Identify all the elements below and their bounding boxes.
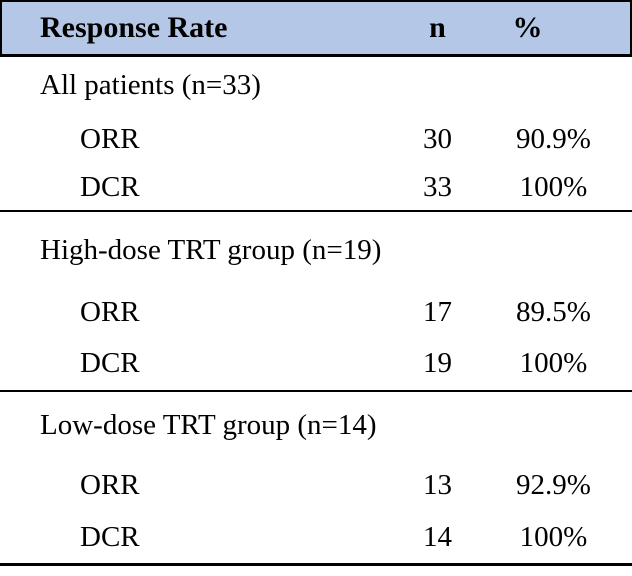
percent-value: 100% xyxy=(519,171,588,203)
n-value: 30 xyxy=(423,122,452,155)
percent-value: 100% xyxy=(519,521,588,553)
table-header-row: Response Rate n % xyxy=(0,0,632,57)
row-label: ORR xyxy=(80,468,140,501)
header-percent-column: % xyxy=(512,11,543,44)
section-divider xyxy=(0,390,632,392)
n-value: 13 xyxy=(423,468,452,501)
row-label: DCR xyxy=(80,521,140,553)
table-row: DCR 33 100% xyxy=(0,165,632,210)
row-label: DCR xyxy=(80,171,140,203)
percent-value: 100% xyxy=(519,346,588,379)
n-value: 14 xyxy=(423,521,452,553)
header-response-rate: Response Rate xyxy=(40,11,228,44)
row-label: ORR xyxy=(80,295,140,328)
section-title-row: All patients (n=33) xyxy=(0,57,632,113)
section-high-dose-trt: High-dose TRT group (n=19) ORR 17 89.5% … xyxy=(0,212,632,390)
table-row: ORR 30 90.9% xyxy=(0,113,632,165)
table-row: DCR 14 100% xyxy=(0,512,632,563)
header-n-column: n xyxy=(429,11,446,44)
n-value: 33 xyxy=(423,171,452,203)
row-label: ORR xyxy=(80,122,140,155)
section-title-row: High-dose TRT group (n=19) xyxy=(0,212,632,288)
section-title: Low-dose TRT group (n=14) xyxy=(40,408,377,441)
percent-value: 90.9% xyxy=(516,122,591,155)
percent-value: 89.5% xyxy=(516,295,591,328)
n-value: 19 xyxy=(423,346,452,379)
section-divider xyxy=(0,210,632,212)
section-all-patients: All patients (n=33) ORR 30 90.9% DCR 33 … xyxy=(0,57,632,210)
table-row: ORR 17 89.5% xyxy=(0,288,632,336)
section-title-row: Low-dose TRT group (n=14) xyxy=(0,392,632,458)
section-low-dose-trt: Low-dose TRT group (n=14) ORR 13 92.9% D… xyxy=(0,392,632,563)
n-value: 17 xyxy=(423,295,452,328)
table-row: ORR 13 92.9% xyxy=(0,458,632,512)
percent-value: 92.9% xyxy=(516,468,591,501)
row-label: DCR xyxy=(80,346,140,379)
table-row: DCR 19 100% xyxy=(0,336,632,390)
section-title: All patients (n=33) xyxy=(40,68,261,101)
section-title: High-dose TRT group (n=19) xyxy=(40,233,382,266)
table-bottom-border xyxy=(0,563,632,566)
